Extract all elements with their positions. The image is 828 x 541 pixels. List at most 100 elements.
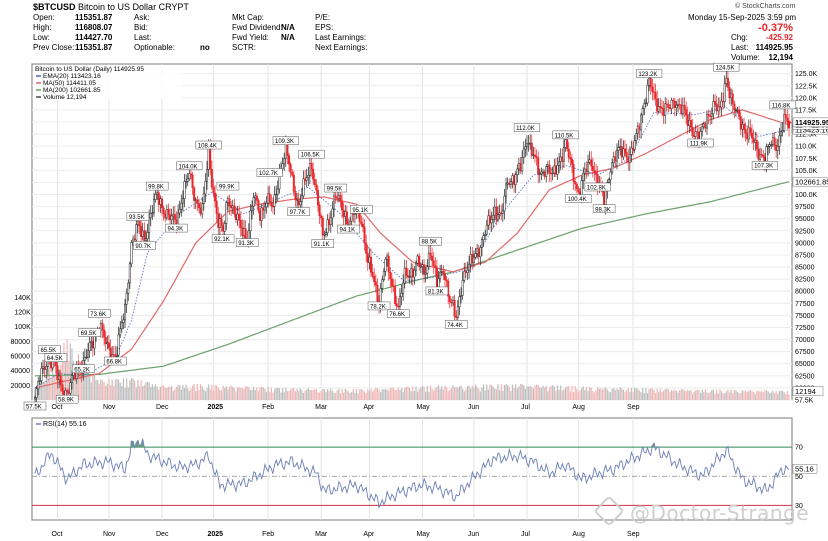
candle-body — [535, 156, 538, 158]
price-callout-box — [769, 100, 796, 110]
candle-body — [511, 175, 514, 182]
candle-body — [43, 366, 46, 370]
volume-bar — [397, 387, 399, 400]
volume-bar — [622, 389, 625, 400]
candle-body — [471, 254, 474, 263]
volume-bar — [471, 385, 473, 400]
volume-bar — [544, 387, 546, 400]
candle-body — [156, 192, 159, 195]
volume-bar — [735, 390, 737, 400]
candle-body — [125, 292, 128, 305]
candle-body — [548, 164, 551, 174]
price-callout-box — [565, 194, 592, 203]
volume-bar — [232, 386, 234, 400]
candle-body — [779, 131, 782, 137]
volume-bar — [518, 386, 520, 400]
volume-bar — [341, 388, 343, 400]
volume-bar — [476, 386, 478, 400]
volume-bar — [439, 389, 441, 400]
candle-body — [503, 195, 506, 212]
candle-body — [302, 178, 305, 197]
volume-bar — [648, 389, 650, 400]
volume-bar — [410, 391, 412, 400]
candle-body — [456, 306, 459, 318]
price-callout-box — [126, 212, 150, 221]
volume-bar — [664, 389, 666, 400]
candle-body — [474, 253, 477, 258]
volume-bar — [725, 391, 727, 400]
y-tick-label: 87500 — [795, 252, 815, 259]
volume-bar — [675, 390, 678, 400]
candle-body — [251, 206, 254, 212]
price-callout-label: 94.1K — [339, 228, 355, 234]
volume-bar — [516, 388, 518, 400]
candle-body — [657, 106, 660, 112]
volume-bar — [63, 342, 65, 400]
candle-body — [681, 105, 684, 114]
volume-bar — [355, 389, 358, 400]
price-callout-box — [104, 356, 127, 366]
candle-body — [723, 83, 726, 103]
rsi-x-tick-label: Oct — [52, 531, 63, 538]
candle-body — [361, 224, 364, 228]
candle-body — [738, 109, 741, 117]
volume-bar — [331, 390, 334, 400]
volume-bar — [108, 379, 110, 400]
candle-body — [659, 106, 662, 108]
candle-body — [178, 209, 181, 214]
volume-bar — [621, 388, 623, 400]
volume-bar — [351, 391, 353, 400]
fwd-yield-label: Fwd Yield: — [232, 33, 269, 42]
candle-body — [334, 195, 337, 198]
price-callout-label: 94.3K — [167, 227, 183, 233]
candle-body — [759, 154, 762, 160]
volume-bar — [693, 391, 695, 400]
candle-body — [435, 267, 438, 288]
candle-body — [731, 93, 734, 105]
candle-body — [103, 329, 106, 338]
candle-body — [93, 336, 96, 349]
candle-body — [400, 293, 403, 297]
candle-body — [419, 266, 422, 268]
volume-bar — [764, 390, 766, 400]
volume-bar — [384, 389, 387, 400]
y-tick-label: 122.5K — [795, 83, 818, 90]
volume-bar — [138, 386, 141, 400]
volume-bar — [256, 387, 258, 400]
volume-bar — [368, 390, 370, 400]
candle-body — [133, 238, 136, 241]
candle-body — [651, 86, 654, 92]
x-tick-label: Feb — [262, 404, 274, 411]
volume-bar — [582, 386, 584, 400]
candle-body — [574, 181, 577, 185]
candle-body — [130, 242, 133, 265]
low-label: Low: — [33, 33, 50, 42]
volume-bar — [688, 390, 690, 400]
price-callout-box — [367, 301, 391, 311]
candle-body — [677, 104, 680, 106]
volume-bar — [344, 388, 346, 400]
volume-tick-label: 20000 — [11, 383, 31, 390]
rsi-line — [34, 437, 790, 509]
volume-bar — [87, 370, 89, 400]
candle-body — [757, 148, 760, 160]
volume-bar — [611, 388, 613, 400]
candle-body — [146, 232, 149, 239]
candle-body — [439, 271, 442, 280]
candle-body — [741, 124, 744, 130]
price-callout-label: 102.7K — [259, 171, 278, 177]
candle-body — [543, 171, 546, 177]
candle-body — [747, 127, 750, 140]
candle-body — [513, 175, 516, 185]
volume-bar — [42, 383, 44, 400]
candle-body — [151, 212, 154, 214]
candle-body — [476, 248, 479, 254]
volume-bar — [780, 390, 782, 400]
last-price-tag-box — [792, 117, 828, 128]
volume-bar — [357, 393, 359, 400]
volume-bar — [418, 389, 420, 400]
volume-bar — [179, 385, 181, 400]
price-callout-label: 99.8K — [148, 185, 164, 191]
volume-bar — [531, 386, 533, 400]
volume-bar — [227, 389, 229, 400]
